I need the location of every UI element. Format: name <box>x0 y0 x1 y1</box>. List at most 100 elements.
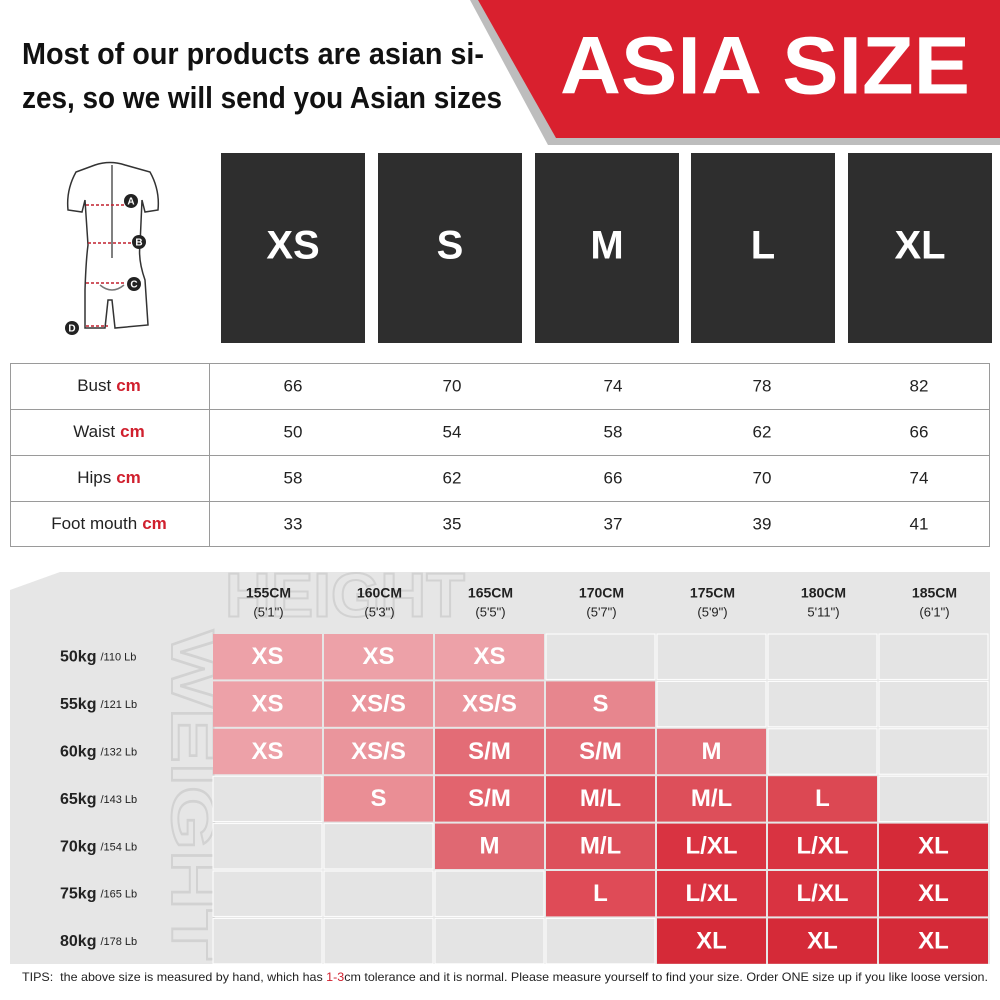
measure-value: 37 <box>604 514 623 533</box>
grid-cell <box>767 680 878 728</box>
banner-text: ASIA SIZE <box>560 21 970 112</box>
grid-cell <box>878 680 989 728</box>
measure-value: 41 <box>910 514 929 533</box>
weight-kg: 55kg <box>60 696 96 713</box>
grid-cell <box>546 776 655 822</box>
size-recommendation: XS/S <box>351 690 406 717</box>
size-recommendation: XS/S <box>351 738 406 765</box>
weight-lb: /110 Lb <box>100 652 136 664</box>
grid-cell <box>212 917 323 964</box>
size-recommendation: M <box>702 738 722 765</box>
grid-cell <box>879 823 988 869</box>
diagram-marker <box>124 194 138 208</box>
size-label: M <box>590 224 623 268</box>
tips-highlight: 1-3 <box>326 970 344 984</box>
header-line: Most of our products are asian si- <box>22 36 484 71</box>
grid-cell <box>323 870 434 917</box>
grid-cell <box>212 775 323 823</box>
weight-lb: /132 Lb <box>100 746 137 758</box>
grid-cell <box>324 634 433 680</box>
measure-value: 74 <box>604 376 623 395</box>
size-label: XL <box>894 224 945 268</box>
grid-cell <box>213 728 322 775</box>
size-recommendation: M/L <box>580 833 621 860</box>
weight-label: 80kg/178 Lb <box>60 933 137 950</box>
size-recommendation: XS <box>251 738 283 765</box>
grid-cell <box>545 917 656 964</box>
measure-unit: cm <box>116 468 141 487</box>
height-cm: 185CM <box>912 585 957 601</box>
measure-unit: cm <box>142 514 167 533</box>
size-box <box>691 153 835 343</box>
measure-value: 82 <box>910 376 929 395</box>
diagram-marker <box>132 235 146 249</box>
weight-lb: /165 Lb <box>100 889 137 901</box>
weight-lb: /154 Lb <box>100 841 137 853</box>
measure-name: Waist <box>73 422 115 441</box>
weight-label: 65kg/143 Lb <box>60 791 137 808</box>
measure-value: 39 <box>753 514 772 533</box>
height-ft: 5'11") <box>807 604 839 619</box>
measure-row-label: Foot mouth cm <box>51 514 167 533</box>
height-cm: 170CM <box>579 585 624 601</box>
diagram-label: B <box>135 238 142 249</box>
grid-cell <box>879 918 988 964</box>
height-cm: 160CM <box>357 585 402 601</box>
grid-cell <box>546 871 655 917</box>
grid-cell <box>212 823 323 870</box>
grid-cell <box>324 681 433 727</box>
grid-cell <box>435 776 544 822</box>
measure-value: 70 <box>753 468 772 487</box>
measure-value: 78 <box>753 376 772 395</box>
weight-kg: 75kg <box>60 886 96 903</box>
measure-value: 66 <box>604 468 623 487</box>
height-cm: 165CM <box>468 585 513 601</box>
size-label: L <box>751 224 775 268</box>
size-recommendation: S/M <box>468 785 511 812</box>
grid-cell <box>657 871 766 917</box>
size-recommendation: S <box>370 785 386 812</box>
grid-cell <box>323 823 434 870</box>
measure-value: 62 <box>443 468 462 487</box>
measure-name: Bust <box>77 376 111 395</box>
grid-cell <box>435 634 544 680</box>
grid-cell <box>767 633 878 680</box>
grid-cell <box>323 917 434 964</box>
size-recommendation: L/XL <box>797 833 849 860</box>
size-label: S <box>437 224 464 268</box>
measure-value: 50 <box>284 422 303 441</box>
height-ft: (5'7") <box>586 604 616 619</box>
tips-text: cm tolerance and it is normal. Please me… <box>344 970 988 984</box>
measure-name: Foot mouth <box>51 514 137 533</box>
grid-cell <box>657 776 766 822</box>
measure-value: 33 <box>284 514 303 533</box>
grid-cell <box>545 633 656 680</box>
grid-cell <box>657 823 766 869</box>
grid-cell <box>657 728 766 775</box>
measure-value: 66 <box>284 376 303 395</box>
grid-cell <box>878 728 989 775</box>
grid-cell <box>878 633 989 680</box>
size-recommendation: XL <box>807 927 838 954</box>
height-ft: (5'3") <box>364 604 394 619</box>
tips: TIPS: the above size is measured by hand… <box>22 970 988 984</box>
measure-value: 74 <box>910 468 929 487</box>
height-ft: (5'1") <box>253 604 283 619</box>
size-recommendation: M/L <box>691 785 732 812</box>
size-recommendation: XL <box>696 927 727 954</box>
measure-value: 58 <box>604 422 623 441</box>
grid-cell <box>656 680 767 728</box>
banner <box>478 0 1000 138</box>
grid-cell <box>546 728 655 775</box>
measure-unit: cm <box>120 422 145 441</box>
size-recommendation: L <box>815 785 830 812</box>
size-recommendation: S/M <box>579 738 622 765</box>
grid-cell <box>768 918 877 964</box>
measure-row-label: Waist cm <box>73 422 144 441</box>
measure-table-frame <box>10 363 990 547</box>
measure-value: 62 <box>753 422 772 441</box>
grid-cell <box>768 776 877 822</box>
measure-row-label: Hips cm <box>77 468 141 487</box>
